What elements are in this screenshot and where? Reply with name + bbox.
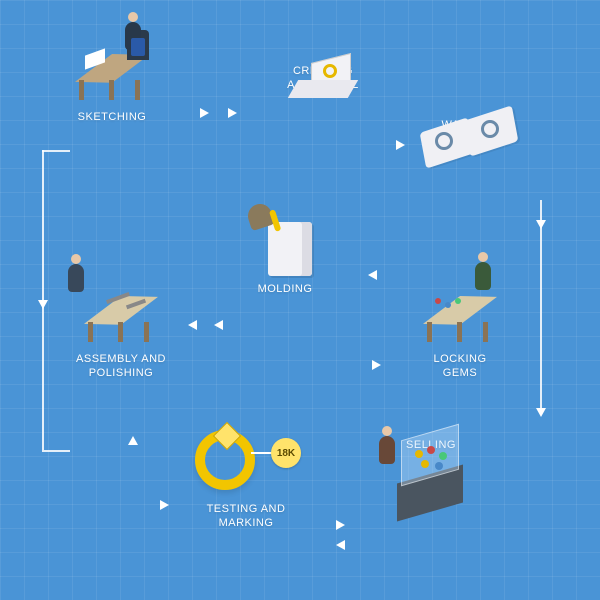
- node-locking-gems: LOCKING GEMS: [400, 276, 520, 381]
- node-label: MOLDING: [258, 282, 313, 296]
- arrow-icon: [200, 108, 209, 118]
- node-testing-marking: 18K TESTING AND MARKING: [176, 416, 316, 531]
- node-3d-model: CREATING A 3D-MODEL: [268, 58, 378, 93]
- arrow-icon: [214, 320, 223, 330]
- connector: [42, 450, 70, 452]
- node-assembly-polishing: ASSEMBLY AND POLISHING: [56, 276, 186, 381]
- hallmark-tag: 18K: [271, 438, 301, 468]
- arrow-icon: [38, 300, 48, 309]
- display-case-illustration: [391, 432, 471, 512]
- ring-icon: [323, 64, 337, 78]
- arrow-icon: [396, 140, 405, 150]
- arrow-icon: [336, 520, 345, 530]
- ring-with-tag-illustration: 18K: [191, 416, 301, 496]
- arrow-icon: [160, 500, 169, 510]
- connector: [42, 150, 70, 152]
- node-molding: MOLDING: [240, 206, 330, 296]
- node-label: LOCKING GEMS: [433, 352, 486, 381]
- polishing-bench-illustration: [76, 276, 166, 346]
- gem-bench-illustration: [415, 276, 505, 346]
- infographic-canvas: SKETCHING CREATING A 3D-MODEL WAX COPY M…: [0, 0, 600, 600]
- node-label: TESTING AND MARKING: [207, 502, 286, 531]
- arrow-icon: [536, 408, 546, 417]
- node-selling: SELLING: [376, 432, 486, 452]
- arrow-icon: [188, 320, 197, 330]
- arrow-icon: [368, 270, 377, 280]
- laptop-illustration: [293, 58, 353, 98]
- arrow-icon: [336, 540, 345, 550]
- node-wax-copy: WAX COPY: [408, 112, 538, 132]
- connector: [540, 200, 542, 410]
- arrow-icon: [372, 360, 381, 370]
- node-label: SKETCHING: [78, 110, 147, 124]
- arrow-icon: [128, 436, 138, 445]
- wax-tray-illustration: [423, 112, 523, 172]
- gem-icon: [213, 422, 241, 450]
- molding-illustration: [250, 206, 320, 276]
- arrow-icon: [536, 220, 546, 229]
- node-label: ASSEMBLY AND POLISHING: [76, 352, 166, 381]
- arrow-icon: [228, 108, 237, 118]
- node-sketching: SKETCHING: [52, 34, 172, 124]
- gold-ring-icon: [195, 430, 255, 490]
- sketching-illustration: [67, 34, 157, 104]
